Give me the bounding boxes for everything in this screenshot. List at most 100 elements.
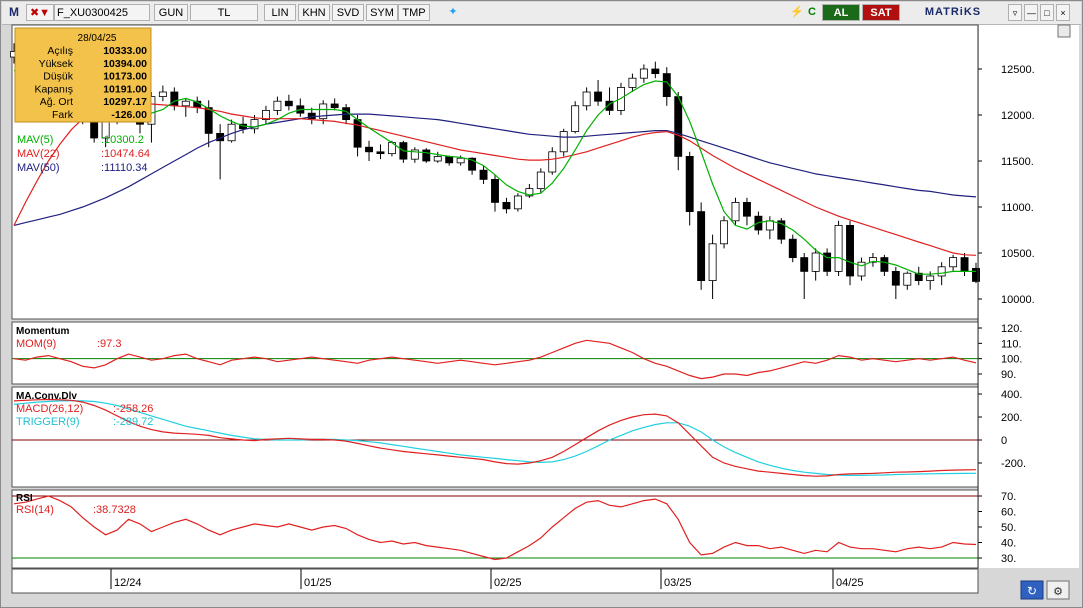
info-row-value: 10173.00 <box>103 71 147 83</box>
app-logo: M <box>9 5 19 19</box>
refresh-arrows-glyph: ↻ <box>1027 584 1037 598</box>
candle <box>720 220 728 245</box>
macd-title: MA.Conv.Dlv <box>16 391 77 402</box>
axis-tick-label: 200. <box>1001 412 1022 424</box>
mav50-legend-label: MAV(50) <box>17 162 60 174</box>
candle <box>731 201 740 222</box>
axis-tick-label: 10000. <box>1001 294 1035 306</box>
axis-tick-label: 60. <box>1001 507 1016 519</box>
axis-tick-label: 30. <box>1001 553 1016 565</box>
mav5-line <box>13 62 976 275</box>
candle <box>765 220 774 231</box>
period-button[interactable]: GUN <box>154 4 188 21</box>
info-date: 28/04/25 <box>78 33 117 44</box>
buy-button[interactable]: AL <box>822 4 860 21</box>
minimize-icon[interactable]: — <box>1024 4 1038 21</box>
tmp-button[interactable]: TMP <box>398 4 430 21</box>
candle <box>273 100 282 111</box>
price-panel <box>11 24 979 320</box>
macd-panel <box>11 386 979 488</box>
axis-tick-label: 110. <box>1001 338 1022 350</box>
candle <box>307 112 316 120</box>
candle <box>811 252 820 272</box>
candle <box>170 91 179 107</box>
dropdown-icon[interactable]: ▿ <box>1008 4 1022 21</box>
toolbar: M ✖▼ F_XU0300425 GUN TL LIN KHN SVD SYM … <box>2 2 1081 25</box>
candle <box>559 131 568 153</box>
mav5-legend-value: :10300.2 <box>101 134 144 146</box>
candle <box>708 243 717 282</box>
axis-tick-label: 400. <box>1001 389 1022 401</box>
trigger-legend-label: TRIGGER(9) <box>16 416 80 428</box>
candle <box>823 252 832 272</box>
khn-button[interactable]: KHN <box>298 4 330 21</box>
date-label: 02/25 <box>494 577 522 589</box>
info-rows: Açılış 10333.00 Yüksek 10394.00 Düşük 10173.0… <box>34 45 147 121</box>
scale-button[interactable]: LIN <box>264 4 296 21</box>
axis-tick-label: 11500. <box>1001 156 1034 168</box>
settings-icon[interactable] <box>1046 580 1070 600</box>
candle <box>777 220 786 240</box>
close-icon[interactable]: × <box>1056 4 1070 21</box>
candle <box>456 157 465 164</box>
candle <box>422 149 431 162</box>
candle <box>445 155 454 164</box>
candle <box>513 195 522 210</box>
candle <box>697 211 706 282</box>
maximize-icon[interactable]: □ <box>1040 4 1054 21</box>
info-row-label: Ağ. Ort <box>40 96 73 108</box>
mav22-line <box>13 102 977 256</box>
candle <box>937 266 946 277</box>
info-row-label: Fark <box>52 109 74 121</box>
refresh-icon[interactable]: C <box>808 6 816 18</box>
axis-tick-label: 12500. <box>1001 64 1035 76</box>
trigger-legend-value: :-289.72 <box>113 416 153 428</box>
mom-legend-value: :97.3 <box>97 338 121 350</box>
candle <box>662 73 671 97</box>
candle <box>410 149 419 160</box>
mav50-line <box>13 113 977 226</box>
candle <box>376 151 385 155</box>
sym-button[interactable]: SYM <box>366 4 398 21</box>
info-row-label: Açılış <box>47 45 73 57</box>
candle <box>891 270 900 286</box>
info-row-value: 10297.17 <box>103 96 147 108</box>
info-row-label: Düşük <box>43 71 74 83</box>
mav22-legend-label: MAV(22) <box>17 148 60 160</box>
panel-toggle-icon[interactable] <box>1057 24 1071 38</box>
info-box <box>14 27 152 123</box>
twitter-icon[interactable]: ✦ <box>448 6 458 18</box>
rsi-title: RSI <box>16 493 33 504</box>
candle <box>204 107 213 134</box>
candle <box>502 201 511 210</box>
candle <box>605 100 614 111</box>
candle <box>880 257 889 272</box>
svd-button[interactable]: SVD <box>332 4 364 21</box>
rsi-legend-value: :38.7328 <box>93 504 136 516</box>
currency-button[interactable]: TL <box>190 4 258 21</box>
refresh-chart-icon[interactable] <box>1020 580 1044 600</box>
axis-area <box>979 25 1079 568</box>
axis-tick-label: 120. <box>1001 323 1022 335</box>
symbol-field[interactable]: F_XU0300425 <box>54 4 150 21</box>
date-axis <box>11 568 979 594</box>
info-row-value: 10191.00 <box>103 83 147 95</box>
date-label: 03/25 <box>664 577 692 589</box>
macd-legend-value: :-258.26 <box>113 403 153 415</box>
mom-legend-label: MOM(9) <box>16 338 56 350</box>
candle <box>250 119 259 130</box>
lightning-icon[interactable]: ⚡ <box>790 6 804 18</box>
symbol-menu-icon[interactable]: ✖▼ <box>26 4 54 21</box>
axis-tick-label: 50. <box>1001 522 1016 534</box>
sell-button[interactable]: SAT <box>862 4 900 21</box>
axis-tick-label: -200. <box>1001 458 1026 470</box>
candle <box>949 257 958 268</box>
axis-tick-label: 90. <box>1001 369 1016 381</box>
axis-ticks-layer: 12500. 12000. 11500. 11000. 10500. 10000. 120.… <box>110 64 1035 589</box>
axis-tick-label: 70. <box>1001 491 1016 503</box>
axis-tick-label: 11000. <box>1001 202 1034 214</box>
candle <box>365 146 373 153</box>
candle <box>158 91 167 97</box>
axis-tick-label: 0 <box>1001 435 1007 447</box>
